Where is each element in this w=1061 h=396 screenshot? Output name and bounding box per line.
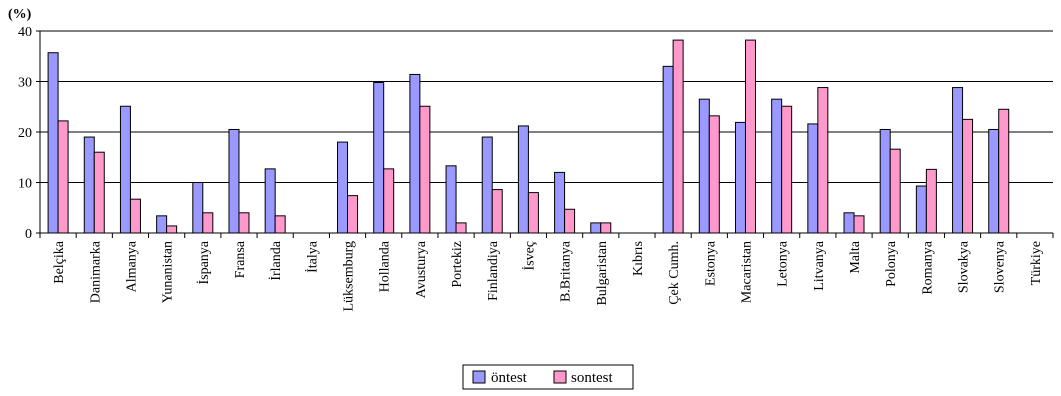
y-tick-label: 0 bbox=[25, 227, 32, 242]
axes: 0 10 20 30 40 Belçika Danimarka Almanya Yunanist… bbox=[18, 25, 1054, 312]
bar-sontest bbox=[93, 151, 105, 234]
bar-ontest bbox=[590, 222, 602, 234]
bar-ontest bbox=[554, 171, 566, 234]
bar-ontest bbox=[192, 182, 204, 234]
bar-sontest bbox=[347, 195, 359, 234]
legend: öntest sontest bbox=[462, 364, 634, 390]
x-category-label: Lüksemburg bbox=[342, 241, 357, 312]
bar-sontest bbox=[383, 168, 395, 234]
bar-ontest bbox=[517, 125, 529, 234]
x-category-label: Kıbrıs bbox=[631, 241, 646, 276]
bar-sontest bbox=[817, 87, 829, 234]
x-category-label: Finlandiya bbox=[486, 240, 501, 301]
y-tick-label: 10 bbox=[18, 177, 32, 192]
y-tick-label: 20 bbox=[18, 126, 32, 141]
x-category-label: İsveç bbox=[521, 241, 537, 271]
x-category-label: Fransa bbox=[233, 240, 248, 278]
bar-ontest bbox=[734, 121, 746, 234]
y-axis-unit-label: (%) bbox=[8, 7, 32, 22]
bar-sontest bbox=[889, 148, 901, 234]
bar-sontest bbox=[491, 189, 503, 234]
bar-ontest bbox=[843, 212, 855, 234]
bar-sontest bbox=[998, 108, 1010, 234]
bar-ontest bbox=[445, 165, 457, 234]
bar-ontest bbox=[47, 52, 59, 234]
bar-ontest bbox=[879, 128, 891, 234]
bar-ontest bbox=[409, 73, 421, 234]
gridlines bbox=[40, 30, 1053, 183]
bar-sontest bbox=[202, 212, 214, 234]
legend-label: sontest bbox=[571, 370, 614, 386]
x-category-label: Türkiye bbox=[1029, 241, 1044, 285]
bar-sontest bbox=[274, 215, 286, 234]
legend-swatch bbox=[472, 370, 486, 384]
x-category-label: İspanya bbox=[196, 240, 212, 284]
x-category-label: Bulgaristan bbox=[595, 241, 610, 306]
bar-sontest bbox=[600, 222, 612, 234]
x-category-label: İrlanda bbox=[268, 240, 284, 280]
bar-sontest bbox=[455, 222, 467, 234]
legend-box bbox=[462, 364, 634, 390]
x-category-label: Estonya bbox=[703, 240, 718, 286]
x-category-label: Macaristan bbox=[739, 241, 754, 303]
bar-sontest bbox=[129, 198, 141, 234]
bar-sontest bbox=[419, 105, 431, 234]
x-category-label: Litvanya bbox=[812, 240, 827, 291]
bar-ontest bbox=[337, 141, 349, 234]
legend-swatch bbox=[553, 370, 567, 384]
bar-sontest bbox=[672, 39, 684, 234]
legend-label: öntest bbox=[491, 370, 528, 386]
bar-ontest bbox=[373, 82, 385, 234]
x-category-label: B.Britanya bbox=[559, 240, 574, 302]
bar-ontest bbox=[119, 105, 131, 234]
x-category-label: Hollanda bbox=[378, 240, 393, 292]
bar-ontest bbox=[264, 168, 276, 234]
x-category-label: İtalya bbox=[304, 240, 320, 273]
bar-ontest bbox=[698, 98, 710, 234]
bar-ontest bbox=[481, 136, 493, 234]
x-category-label: Yunanistan bbox=[161, 241, 176, 303]
x-category-label: Slovenya bbox=[993, 240, 1008, 293]
bars bbox=[47, 39, 1010, 234]
x-category-label: Slovakya bbox=[957, 240, 972, 293]
bar-ontest bbox=[83, 136, 95, 234]
bar-sontest bbox=[238, 212, 250, 234]
bar-sontest bbox=[57, 120, 69, 234]
bar-ontest bbox=[156, 215, 168, 234]
bar-sontest bbox=[925, 168, 937, 234]
bar-ontest bbox=[807, 123, 819, 234]
bar-sontest bbox=[853, 215, 865, 234]
x-category-label: Romanya bbox=[920, 240, 935, 294]
bar-sontest bbox=[527, 192, 539, 234]
bar-sontest bbox=[708, 115, 720, 234]
bar-ontest bbox=[228, 128, 240, 234]
bar-sontest bbox=[781, 105, 793, 234]
bar-ontest bbox=[771, 98, 783, 234]
x-category-label: Almanya bbox=[124, 240, 139, 292]
x-category-label: Polonya bbox=[884, 240, 899, 287]
bar-sontest bbox=[962, 118, 974, 234]
bar-ontest bbox=[988, 128, 1000, 234]
y-tick-label: 40 bbox=[18, 25, 32, 40]
x-category-label: Avusturya bbox=[414, 240, 429, 298]
bar-sontest bbox=[564, 208, 576, 234]
x-category-label: Belçika bbox=[52, 240, 67, 284]
bar-sontest bbox=[744, 39, 756, 234]
bar-ontest bbox=[952, 87, 964, 234]
bar-ontest bbox=[662, 65, 674, 234]
bar-sontest bbox=[166, 225, 178, 234]
x-category-label: Portekiz bbox=[450, 241, 465, 288]
x-category-label: Malta bbox=[848, 240, 863, 273]
y-tick-label: 30 bbox=[18, 76, 32, 91]
bar-ontest bbox=[915, 185, 927, 234]
x-category-label: Danimarka bbox=[88, 240, 103, 303]
x-category-label: Çek Cumh. bbox=[667, 241, 682, 305]
x-category-label: Letonya bbox=[776, 240, 791, 287]
